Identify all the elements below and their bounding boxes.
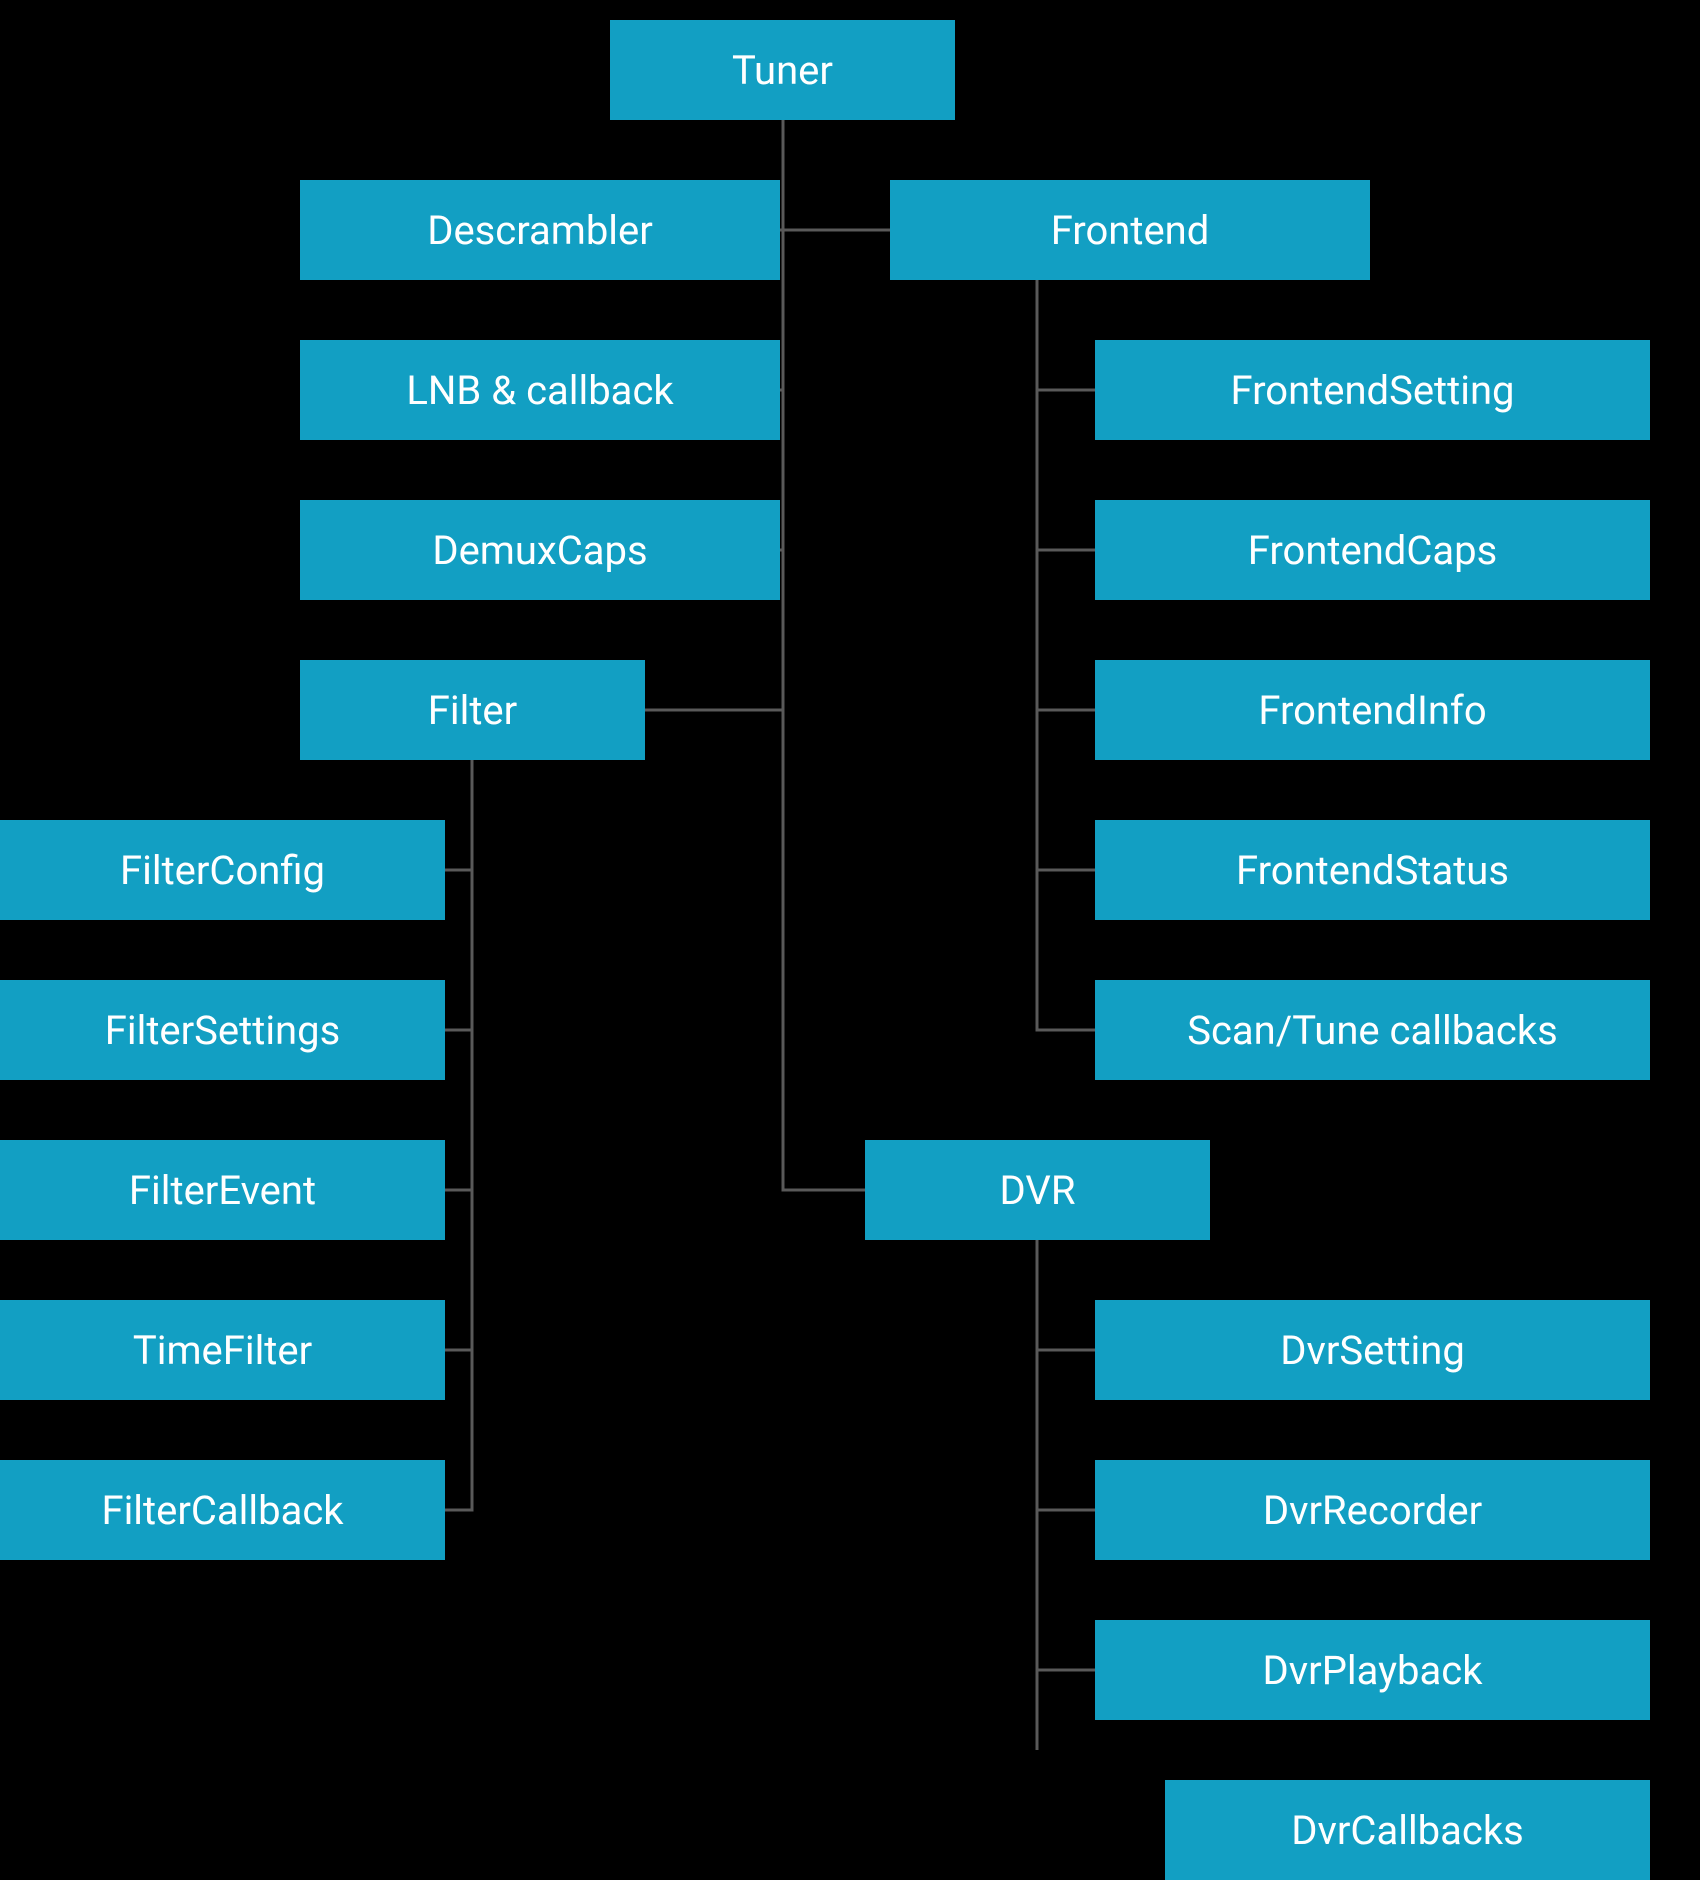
node-demuxcaps: DemuxCaps — [300, 500, 780, 600]
node-frontendcaps: FrontendCaps — [1095, 500, 1650, 600]
node-dvr: DVR — [865, 1140, 1210, 1240]
node-filtercallback: FilterCallback — [0, 1460, 445, 1560]
node-dvrcallbacks: DvrCallbacks — [1165, 1780, 1650, 1880]
connector-edge — [445, 760, 472, 1510]
node-scantune: Scan/Tune callbacks — [1095, 980, 1650, 1080]
node-frontendsetting: FrontendSetting — [1095, 340, 1650, 440]
node-frontendinfo: FrontendInfo — [1095, 660, 1650, 760]
connector-edge — [1037, 280, 1095, 1030]
diagram-canvas: Tuner Descrambler LNB & callback DemuxCaps F… — [0, 0, 1700, 1750]
node-dvrsetting: DvrSetting — [1095, 1300, 1650, 1400]
connector-edge — [783, 120, 865, 1190]
node-timefilter: TimeFilter — [0, 1300, 445, 1400]
node-dvrrecorder: DvrRecorder — [1095, 1460, 1650, 1560]
node-dvrplayback: DvrPlayback — [1095, 1620, 1650, 1720]
node-filterevent: FilterEvent — [0, 1140, 445, 1240]
node-filterconfig: FilterConfig — [0, 820, 445, 920]
node-descrambler: Descrambler — [300, 180, 780, 280]
node-filter: Filter — [300, 660, 645, 760]
node-filtersettings: FilterSettings — [0, 980, 445, 1080]
node-tuner: Tuner — [610, 20, 955, 120]
node-frontend: Frontend — [890, 180, 1370, 280]
node-frontendstatus: FrontendStatus — [1095, 820, 1650, 920]
node-lnb: LNB & callback — [300, 340, 780, 440]
